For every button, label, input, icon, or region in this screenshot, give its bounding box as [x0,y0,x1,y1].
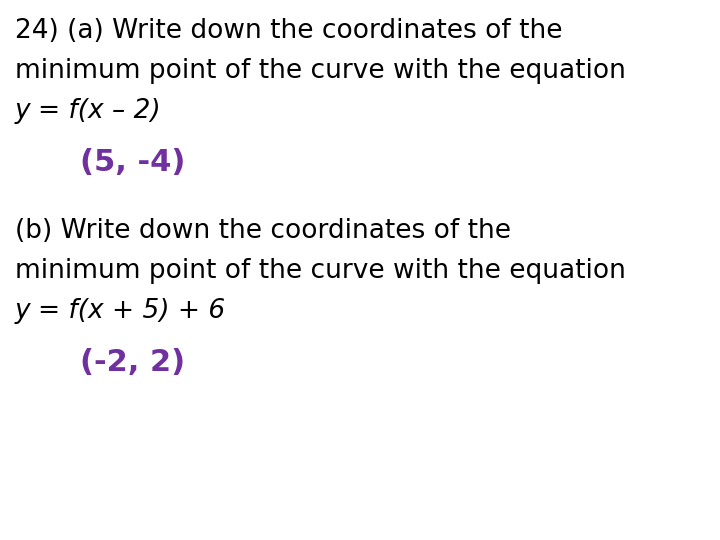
Text: 24) (a) Write down the coordinates of the: 24) (a) Write down the coordinates of th… [15,18,562,44]
Text: (-2, 2): (-2, 2) [80,348,185,377]
Text: minimum point of the curve with the equation: minimum point of the curve with the equa… [15,258,626,284]
Text: y = f(x + 5) + 6: y = f(x + 5) + 6 [15,298,226,324]
Text: (5, -4): (5, -4) [80,148,185,177]
Text: y = f(x – 2): y = f(x – 2) [15,98,161,124]
Text: minimum point of the curve with the equation: minimum point of the curve with the equa… [15,58,626,84]
Text: (b) Write down the coordinates of the: (b) Write down the coordinates of the [15,218,511,244]
